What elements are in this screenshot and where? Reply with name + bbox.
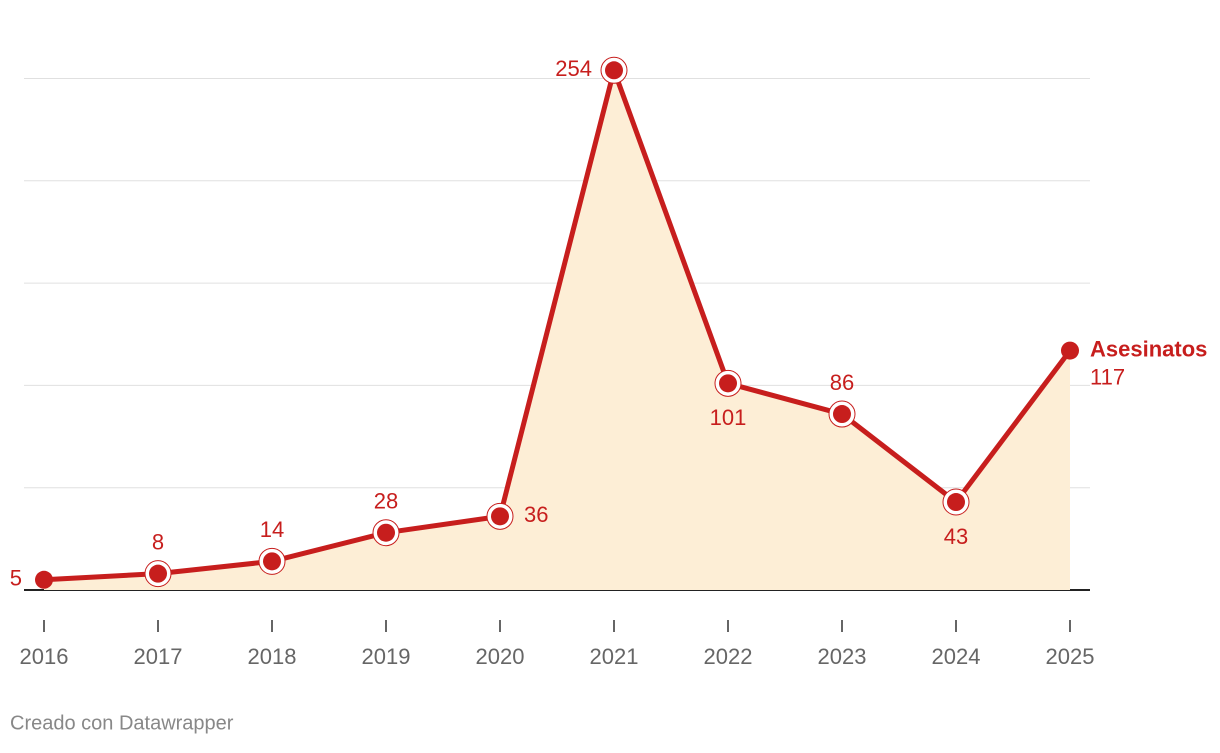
value-label: 36 (524, 502, 548, 527)
x-tick-label: 2020 (476, 644, 525, 669)
point (263, 552, 281, 571)
value-label: 14 (260, 517, 284, 542)
point (833, 405, 851, 424)
series-label: Asesinatos (1090, 336, 1207, 361)
value-label: 5 (10, 566, 22, 591)
value-label: 28 (374, 489, 398, 514)
value-label: 101 (710, 405, 747, 430)
point (947, 493, 965, 512)
point (35, 570, 53, 589)
x-tick-label: 2019 (362, 644, 411, 669)
footer: Creado con Datawrapper (10, 712, 234, 734)
value-label: 117 (1090, 364, 1125, 389)
x-tick-label: 2024 (932, 644, 981, 669)
value-label: 254 (555, 56, 592, 81)
x-tick-label: 2021 (590, 644, 639, 669)
point (491, 507, 509, 526)
x-tick-label: 2016 (20, 644, 69, 669)
value-label: 43 (944, 524, 968, 549)
x-tick-label: 2025 (1046, 644, 1095, 669)
point (149, 564, 167, 583)
x-tick-label: 2023 (818, 644, 867, 669)
value-label: 8 (152, 529, 164, 554)
x-tick-label: 2017 (134, 644, 183, 669)
area (44, 70, 1070, 591)
value-label: 86 (830, 370, 854, 395)
point (1061, 341, 1079, 360)
point (377, 523, 395, 542)
x-tick-label: 2018 (248, 644, 297, 669)
point (719, 374, 737, 393)
x-tick-label: 2022 (704, 644, 753, 669)
point (605, 61, 623, 80)
line (43, 67, 1072, 583)
